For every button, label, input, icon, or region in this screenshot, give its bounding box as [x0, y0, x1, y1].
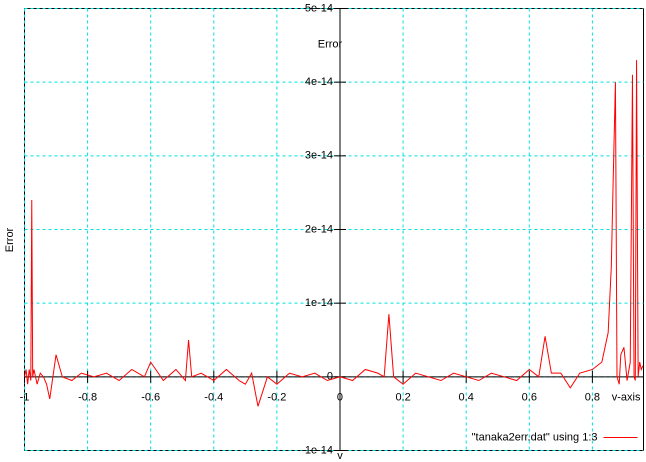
y-tick-label: 1e-14 [305, 297, 333, 309]
x-tick-label: 0.8 [585, 392, 600, 404]
y-tick-label: 2e-14 [305, 223, 333, 235]
y-axis-label: Error [318, 38, 343, 50]
y-tick-label: 5e-14 [305, 2, 333, 14]
y-tick-label: 4e-14 [305, 76, 333, 88]
data-line [24, 60, 644, 407]
y-axis-title: Error [4, 227, 16, 252]
x-tick-label: -0.8 [78, 392, 97, 404]
x-axis-title: v [337, 450, 343, 462]
legend-label: "tanaka2err.dat" using 1:3 [472, 431, 598, 443]
x-tick-label: -0.2 [267, 392, 286, 404]
y-tick-label: -1e-14 [301, 444, 333, 456]
x-tick-label: -0.6 [141, 392, 160, 404]
x-tick-label: 0.2 [395, 392, 410, 404]
x-tick-label: -1 [20, 392, 30, 404]
x-tick-label: 0.6 [522, 392, 537, 404]
x-axis-label: v-axis [612, 392, 641, 404]
x-tick-label: -0.4 [204, 392, 223, 404]
x-tick-label: 0.4 [459, 392, 474, 404]
y-tick-label: 3e-14 [305, 150, 333, 162]
